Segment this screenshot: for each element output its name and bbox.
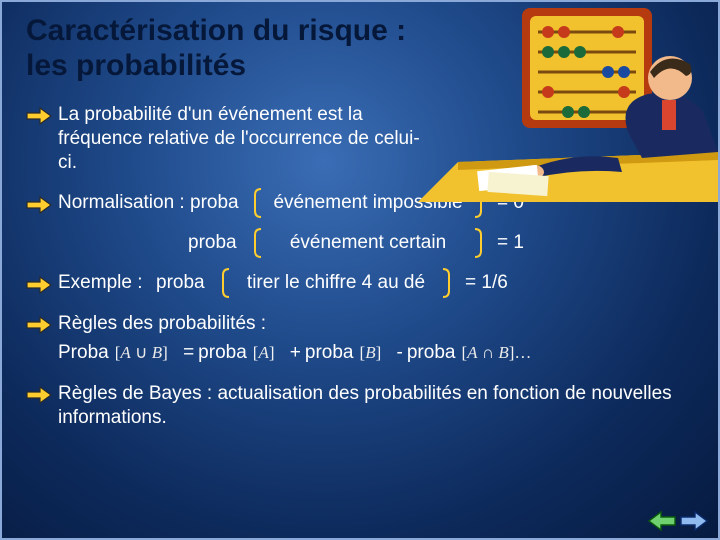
bayes-text: Règles de Bayes : actualisation des prob… xyxy=(58,382,688,430)
equals-zero: = 0 xyxy=(483,192,543,214)
normalisation-label: Normalisation : xyxy=(58,192,185,213)
bracket-right-icon xyxy=(473,188,483,218)
proba-cap: Proba xyxy=(58,342,109,364)
set-a-union-b: [A ∪ B] xyxy=(113,343,170,363)
title-line-2: les probabilités xyxy=(26,49,246,82)
slide-nav xyxy=(648,510,708,532)
slide: Caractérisation du risque : les probabil… xyxy=(2,2,718,538)
bracket-left-icon xyxy=(253,188,263,218)
bracket-right-icon xyxy=(473,228,483,258)
proba-word: proba xyxy=(156,272,221,294)
bullet-exemple: Exemple : proba tirer le chiffre 4 au dé… xyxy=(26,268,694,298)
bracket-right-icon xyxy=(441,268,451,298)
set-a: [A] xyxy=(251,343,277,363)
set-b: [B] xyxy=(358,343,384,363)
bullet-bayes: Règles de Bayes : actualisation des prob… xyxy=(26,382,694,430)
bullet-normalisation: Normalisation : proba événement impossib… xyxy=(26,188,694,258)
set-a-inter-b: [A ∩ B]… xyxy=(459,343,533,363)
definition-text: La probabilité d'un événement est la fré… xyxy=(58,103,438,174)
rules-label: Règles des probabilités : xyxy=(58,312,266,336)
bracket-left-icon xyxy=(253,228,263,258)
arrow-icon xyxy=(26,107,52,125)
event-impossible: événement impossible xyxy=(263,192,473,214)
equals-one-sixth: = 1/6 xyxy=(451,272,511,294)
arrow-icon xyxy=(26,196,52,214)
title-line-1: Caractérisation du risque : xyxy=(26,14,406,47)
prev-slide-button[interactable] xyxy=(648,510,676,532)
event-die: tirer le chiffre 4 au dé xyxy=(231,272,441,294)
exemple-label: Exemple : xyxy=(58,272,156,294)
event-certain: événement certain xyxy=(263,232,473,254)
next-slide-button[interactable] xyxy=(680,510,708,532)
bracket-left-icon xyxy=(221,268,231,298)
arrow-icon xyxy=(26,276,52,294)
bullet-rules: Règles des probabilités : xyxy=(26,312,694,336)
arrow-icon xyxy=(26,386,52,404)
arrow-icon xyxy=(26,316,52,334)
slide-title: Caractérisation du risque : les probabil… xyxy=(26,14,694,83)
proba-word: proba xyxy=(190,192,239,213)
equals-one: = 1 xyxy=(483,232,543,254)
bullet-definition: La probabilité d'un événement est la fré… xyxy=(26,103,694,174)
union-formula: Proba [A ∪ B] = proba [A] + proba [B] - … xyxy=(58,342,694,364)
proba-word: proba xyxy=(188,232,253,254)
